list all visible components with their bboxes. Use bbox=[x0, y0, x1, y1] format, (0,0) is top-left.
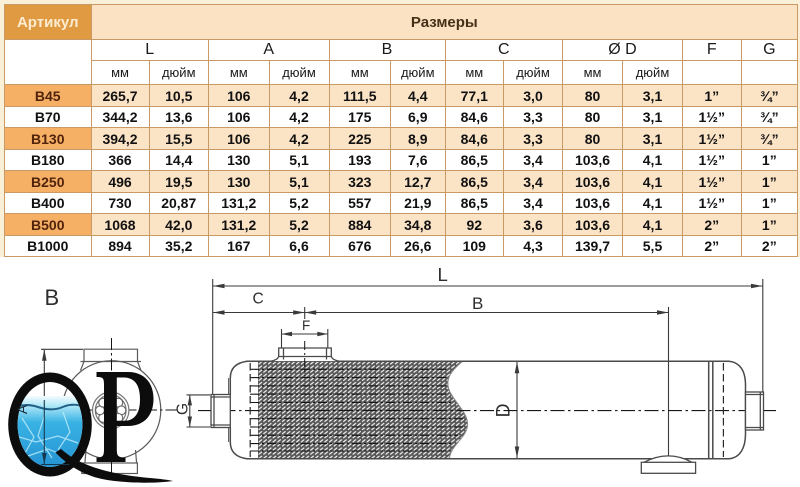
svg-text:L: L bbox=[438, 264, 448, 285]
svg-text:C: C bbox=[253, 291, 264, 308]
svg-text:B: B bbox=[472, 294, 483, 313]
svg-text:A: A bbox=[14, 404, 30, 414]
svg-text:F: F bbox=[302, 318, 310, 333]
svg-text:B: B bbox=[45, 285, 60, 310]
svg-text:G: G bbox=[175, 403, 192, 415]
